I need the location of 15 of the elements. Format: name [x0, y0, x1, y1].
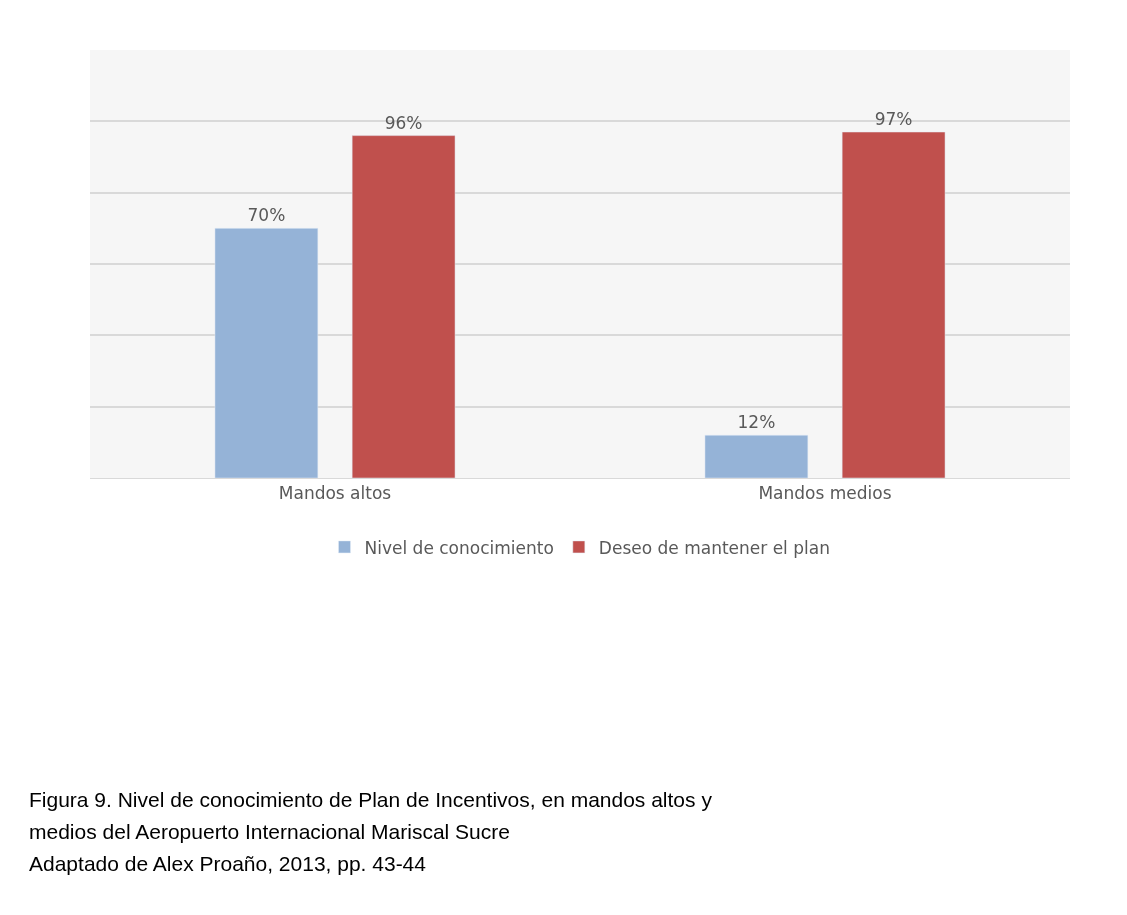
text: medios del Aeropuerto Internacional Mariscal Sucre: [29, 820, 510, 843]
bar: [351, 135, 456, 478]
data-label: 96%: [384, 112, 423, 133]
bar: [214, 228, 319, 478]
legend-label: Nivel de conocimiento: [364, 537, 554, 558]
x-tick-label: Mandos altos: [278, 483, 392, 504]
x-tick-label: Mandos medios: [758, 483, 892, 504]
data-label: 97%: [874, 109, 913, 130]
text: Figura 9. Nivel de conocimiento de Plan de Incentivos, en mandos altos y: [29, 788, 713, 811]
bar: [841, 131, 946, 478]
legend-label: Deseo de mantener el plan: [598, 537, 830, 558]
data-label: 12%: [737, 412, 776, 433]
text: Adaptado de Alex Proaño, 2013, pp. 43-44: [29, 852, 427, 875]
bar: [704, 434, 809, 478]
data-label: 70%: [247, 205, 286, 226]
